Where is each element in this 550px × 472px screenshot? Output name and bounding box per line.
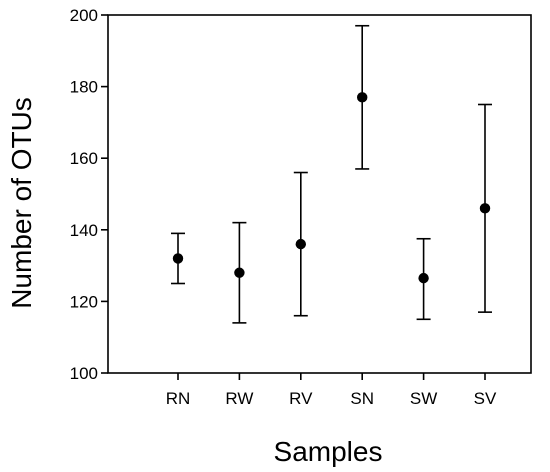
y-axis-title: Number of OTUs bbox=[6, 97, 37, 309]
y-tick-label: 200 bbox=[70, 6, 98, 25]
data-point bbox=[295, 238, 306, 250]
marks-layer bbox=[171, 24, 492, 324]
data-point bbox=[357, 92, 368, 103]
labels-layer: 100 120 140 160 180 200 RN RW RV SN SW SV bbox=[70, 6, 497, 408]
y-tick-label: 120 bbox=[70, 292, 98, 311]
x-tick-label: RN bbox=[166, 389, 191, 408]
data-point bbox=[418, 272, 429, 284]
x-axis-title: Samples bbox=[274, 436, 383, 467]
x-tick-label: SN bbox=[350, 389, 374, 408]
x-tick-label: SV bbox=[474, 389, 497, 408]
data-point bbox=[172, 253, 184, 264]
data-point bbox=[479, 203, 491, 214]
x-tick-label: RW bbox=[225, 389, 253, 408]
y-tick-label: 140 bbox=[70, 221, 98, 240]
plot-frame bbox=[107, 14, 532, 374]
y-tick-label: 180 bbox=[70, 78, 98, 97]
x-tick-label: SW bbox=[410, 389, 437, 408]
x-tick-label: RV bbox=[289, 389, 313, 408]
axes-layer bbox=[101, 14, 532, 380]
y-tick-label: 100 bbox=[70, 364, 98, 383]
y-tick-label: 160 bbox=[70, 149, 98, 168]
data-point bbox=[234, 267, 245, 278]
